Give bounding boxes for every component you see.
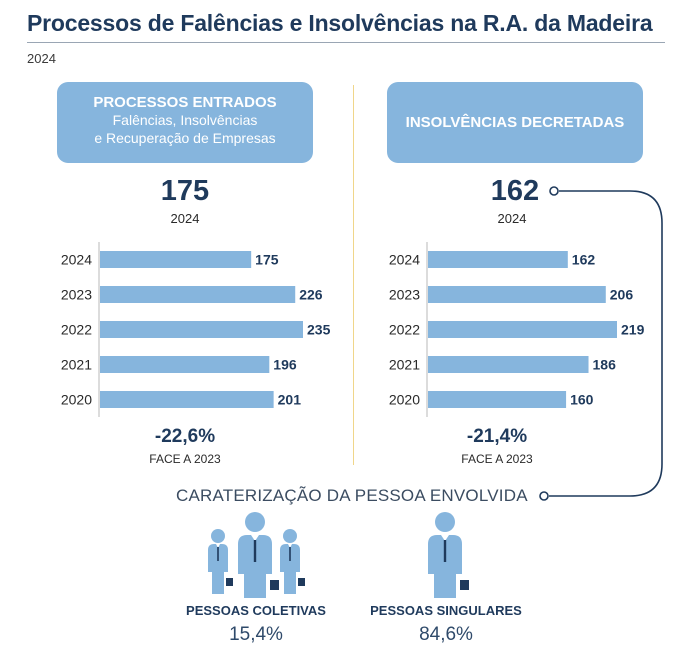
category-label-2024: 2024 [389,252,420,268]
group-percent-coletivas: 15,4% [229,624,283,645]
group-label-coletivas: PESSOAS COLETIVAS [186,603,326,618]
value-label-2021: 186 [593,357,617,373]
bar-2023 [428,286,606,303]
characterization-title: CARATERIZAÇÃO DA PESSOA ENVOLVIDA [176,486,528,505]
bar-2022 [100,321,303,338]
connector-start-dot [549,186,559,196]
value-label-2020: 160 [570,392,594,408]
group-percent-singulares: 84,6% [419,624,473,645]
left-big-year: 2024 [170,211,200,226]
bar-2021 [428,356,589,373]
left-change-label: FACE A 2023 [149,452,221,466]
category-label-2023: 2023 [389,287,420,303]
bar-2020 [428,391,567,408]
value-label-2021: 196 [273,357,297,373]
value-label-2023: 226 [299,287,323,303]
bar-2021 [100,356,270,373]
category-label-2022: 2022 [61,322,92,338]
left-panel-subtitle-line2: e Recuperação de Empresas [94,130,276,146]
category-label-2022: 2022 [389,322,420,338]
bar-2020 [100,391,274,408]
category-label-2020: 2020 [389,392,420,408]
value-label-2023: 206 [610,287,634,303]
left-change-value: -22,6% [154,426,216,447]
right-panel-title: INSOLVÊNCIAS DECRETADAS [405,114,625,131]
category-label-2023: 2023 [61,287,92,303]
right-change-label: FACE A 2023 [461,452,533,466]
left-big-value: 175 [160,175,210,207]
category-label-2021: 2021 [61,357,92,373]
value-label-2022: 235 [307,322,331,338]
right-big-value: 162 [490,175,540,207]
bar-2024 [428,251,568,268]
page-title: Processos de Falências e Insolvências na… [27,10,653,36]
left-panel-subtitle-line1: Falências, Insolvências [112,112,258,128]
category-label-2024: 2024 [61,252,92,268]
category-label-2020: 2020 [61,392,92,408]
single-person-icon [428,512,469,598]
value-label-2020: 201 [278,392,302,408]
group-label-singulares: PESSOAS SINGULARES [370,603,522,618]
panel-divider [353,85,354,465]
bar-2023 [100,286,296,303]
connector-end-dot [539,491,549,501]
value-label-2022: 219 [621,322,645,338]
value-label-2024: 162 [572,252,596,268]
bar-2022 [428,321,617,338]
right-big-year: 2024 [497,211,527,226]
category-label-2021: 2021 [389,357,420,373]
bar-2024 [100,251,252,268]
title-rule [27,42,665,43]
right-change-value: -21,4% [466,426,528,447]
value-label-2024: 175 [255,252,279,268]
right-panel-header: INSOLVÊNCIAS DECRETADAS [387,82,643,163]
header-year: 2024 [27,51,56,66]
left-panel-title: PROCESSOS ENTRADOS [93,94,277,111]
left-panel-header: PROCESSOS ENTRADOS Falências, Insolvênci… [57,82,313,163]
group-of-people-icon [208,512,305,598]
